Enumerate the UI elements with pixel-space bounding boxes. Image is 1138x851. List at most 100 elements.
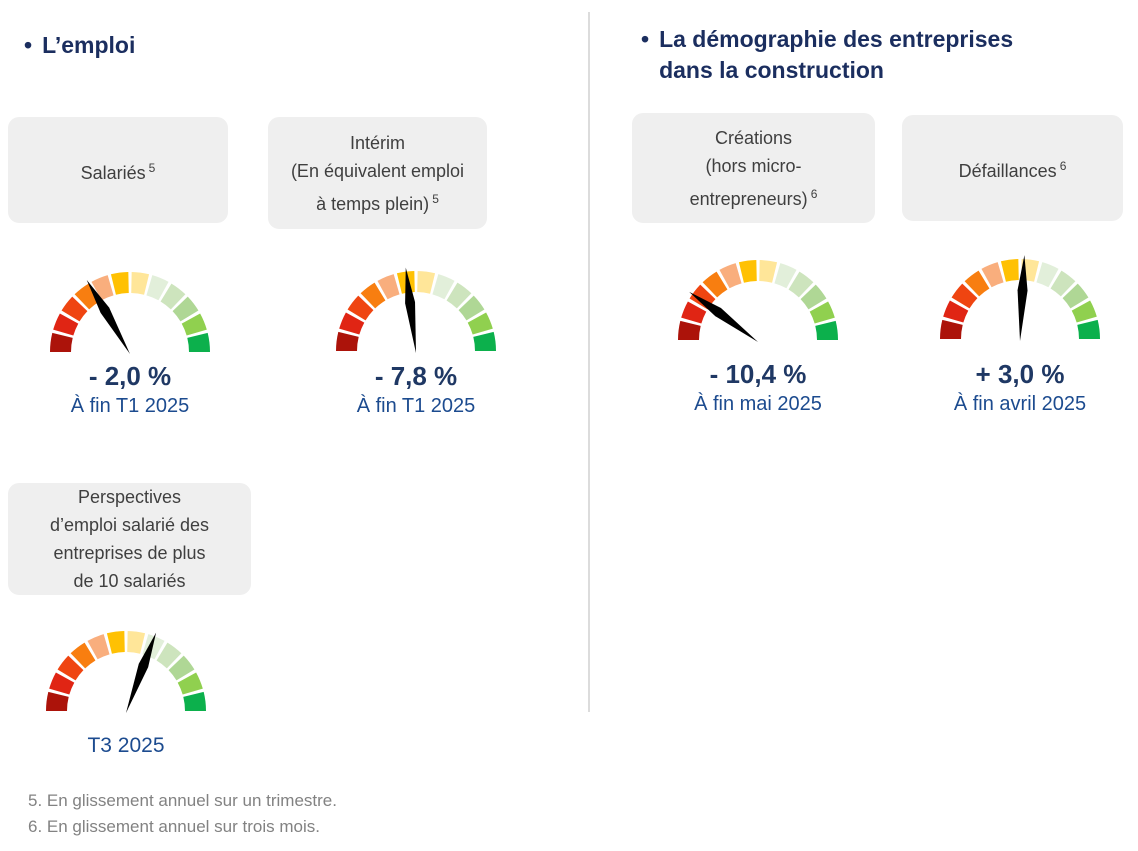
gauge-needle bbox=[1017, 255, 1028, 341]
bullet-icon: • bbox=[24, 32, 33, 58]
kpi-box-defaillances: Défaillances 6 bbox=[902, 115, 1123, 221]
kpi-label: Défaillances 6 bbox=[958, 158, 1067, 181]
footnote-ref: 6 bbox=[1059, 158, 1067, 173]
gauge-arc-segment bbox=[943, 300, 969, 323]
gauge-arc-segment bbox=[181, 313, 207, 336]
gauge-salaries bbox=[50, 272, 210, 354]
kpi-label: Intérim bbox=[349, 132, 405, 153]
footnote-6: 6. En glissement annuel sur trois mois. bbox=[28, 817, 320, 836]
gauge-arc-segment bbox=[759, 260, 778, 283]
gauge-defaillances bbox=[940, 255, 1100, 341]
kpi-sublabel: (En équivalent emploi à temps plein) 5 bbox=[290, 160, 465, 214]
gauge-arc-segment bbox=[336, 331, 359, 351]
gauge-arc-segment bbox=[127, 631, 146, 654]
gauge-arc-segment bbox=[106, 631, 125, 654]
gauge-arc-segment bbox=[473, 331, 496, 351]
gauge-arc-segment bbox=[1000, 259, 1019, 282]
gauge-period: À fin T1 2025 bbox=[70, 395, 190, 417]
gauge-arc-segment bbox=[131, 272, 150, 295]
reading-salaries: - 2,0 % À fin T1 2025 bbox=[20, 361, 240, 420]
kpi-box-creations: Créations (hors micro-entrepreneurs) 6 bbox=[632, 113, 875, 223]
bullet-icon: • bbox=[641, 26, 650, 52]
gauge-arc-segment bbox=[1062, 283, 1089, 309]
gauge-arc-segment bbox=[446, 282, 472, 309]
gauge-arc-segment bbox=[177, 672, 203, 695]
gauge-arc-segment bbox=[702, 271, 728, 298]
gauge-arc-segment bbox=[49, 672, 75, 695]
gauge-period: À fin mai 2025 bbox=[694, 393, 822, 415]
gauge-arc-segment bbox=[1077, 319, 1100, 339]
gauge-arc-segment bbox=[432, 274, 455, 300]
reading-interim: - 7,8 % À fin T1 2025 bbox=[306, 361, 526, 420]
gauge-arc-segment bbox=[187, 332, 210, 352]
gauge-arc-segment bbox=[91, 275, 114, 301]
kpi-box-salaries: Salariés 5 bbox=[8, 117, 228, 223]
gauge-interim bbox=[336, 267, 496, 353]
gauge-arc-segment bbox=[168, 655, 195, 681]
gauge-arc-segment bbox=[339, 312, 365, 335]
gauge-arc-segment bbox=[681, 301, 707, 324]
gauge-needle bbox=[405, 267, 416, 353]
gauge-arc-segment bbox=[110, 272, 129, 295]
section-title-text: L’emploi bbox=[42, 32, 136, 58]
title-line: La démographie des entreprises bbox=[659, 26, 1014, 52]
gauge-arc-segment bbox=[70, 642, 96, 669]
kpi-sublabel: (hors micro-entrepreneurs) 6 bbox=[689, 155, 818, 209]
gauge-arc-segment bbox=[951, 283, 978, 309]
reading-perspectives-period: T3 2025 bbox=[87, 734, 165, 757]
reading-defaillances: + 3,0 % À fin avril 2025 bbox=[910, 359, 1130, 418]
footnotes: 5. En glissement annuel sur un trimestre… bbox=[28, 788, 337, 840]
gauge-arc-segment bbox=[46, 691, 69, 711]
gauge-arc-segment bbox=[964, 270, 990, 297]
gauge-arc-segment bbox=[146, 275, 169, 301]
gauge-arc-segment bbox=[347, 295, 374, 321]
gauge-arc-segment bbox=[719, 263, 742, 289]
section-title-demographie: • La démographie des entreprises dans la… bbox=[641, 24, 1013, 86]
gauge-arc-segment bbox=[377, 274, 400, 300]
section-title-text: La démographie des entreprises dans la c… bbox=[659, 24, 1013, 86]
gauge-needle bbox=[689, 291, 758, 342]
gauge-period: À fin T1 2025 bbox=[356, 395, 476, 417]
gauge-value: - 7,8 % bbox=[374, 361, 458, 391]
footnote-ref: 5 bbox=[432, 191, 439, 206]
gauge-arc-segment bbox=[788, 271, 814, 298]
section-divider bbox=[588, 12, 590, 712]
footnote-5: 5. En glissement annuel sur un trimestre… bbox=[28, 791, 337, 810]
gauge-arc-segment bbox=[417, 271, 436, 294]
gauge-needle bbox=[86, 279, 130, 354]
gauge-arc-segment bbox=[1071, 300, 1097, 323]
kpi-label: Créations bbox=[714, 127, 793, 148]
gauge-value: + 3,0 % bbox=[975, 359, 1065, 389]
title-line: dans la construction bbox=[659, 57, 884, 83]
gauge-arc-segment bbox=[61, 296, 88, 322]
gauge-arc-segment bbox=[458, 295, 485, 321]
reading-creations: - 10,4 % À fin mai 2025 bbox=[648, 359, 868, 418]
gauge-arc-segment bbox=[1036, 262, 1059, 288]
gauge-arc-segment bbox=[50, 332, 73, 352]
gauge-arc-segment bbox=[87, 634, 110, 660]
gauge-arc-segment bbox=[815, 320, 838, 340]
footnote-ref: 5 bbox=[148, 160, 156, 175]
gauge-arc-segment bbox=[156, 642, 182, 669]
kpi-label: Salariés 5 bbox=[80, 160, 156, 183]
gauge-arc-segment bbox=[738, 260, 757, 283]
footnote-ref: 6 bbox=[810, 186, 818, 201]
gauge-arc-segment bbox=[774, 263, 797, 289]
gauge-arc-segment bbox=[981, 262, 1004, 288]
gauge-arc-segment bbox=[800, 284, 827, 310]
gauge-arc-segment bbox=[678, 320, 701, 340]
gauge-arc-segment bbox=[74, 283, 100, 310]
gauge-arc-segment bbox=[940, 319, 963, 339]
kpi-label: Perspectives d’emploi salarié des entrep… bbox=[49, 487, 210, 591]
gauge-arc-segment bbox=[809, 301, 835, 324]
gauge-value: - 10,4 % bbox=[709, 359, 807, 389]
gauge-arc-segment bbox=[467, 312, 493, 335]
kpi-box-perspectives: Perspectives d’emploi salarié des entrep… bbox=[8, 483, 251, 595]
gauge-perspectives bbox=[46, 631, 206, 713]
gauge-arc-segment bbox=[160, 283, 186, 310]
gauge-creations bbox=[678, 260, 838, 342]
gauge-arc-segment bbox=[360, 282, 386, 309]
gauge-period: À fin avril 2025 bbox=[953, 393, 1087, 415]
kpi-box-interim: Intérim (En équivalent emploi à temps pl… bbox=[268, 117, 487, 229]
